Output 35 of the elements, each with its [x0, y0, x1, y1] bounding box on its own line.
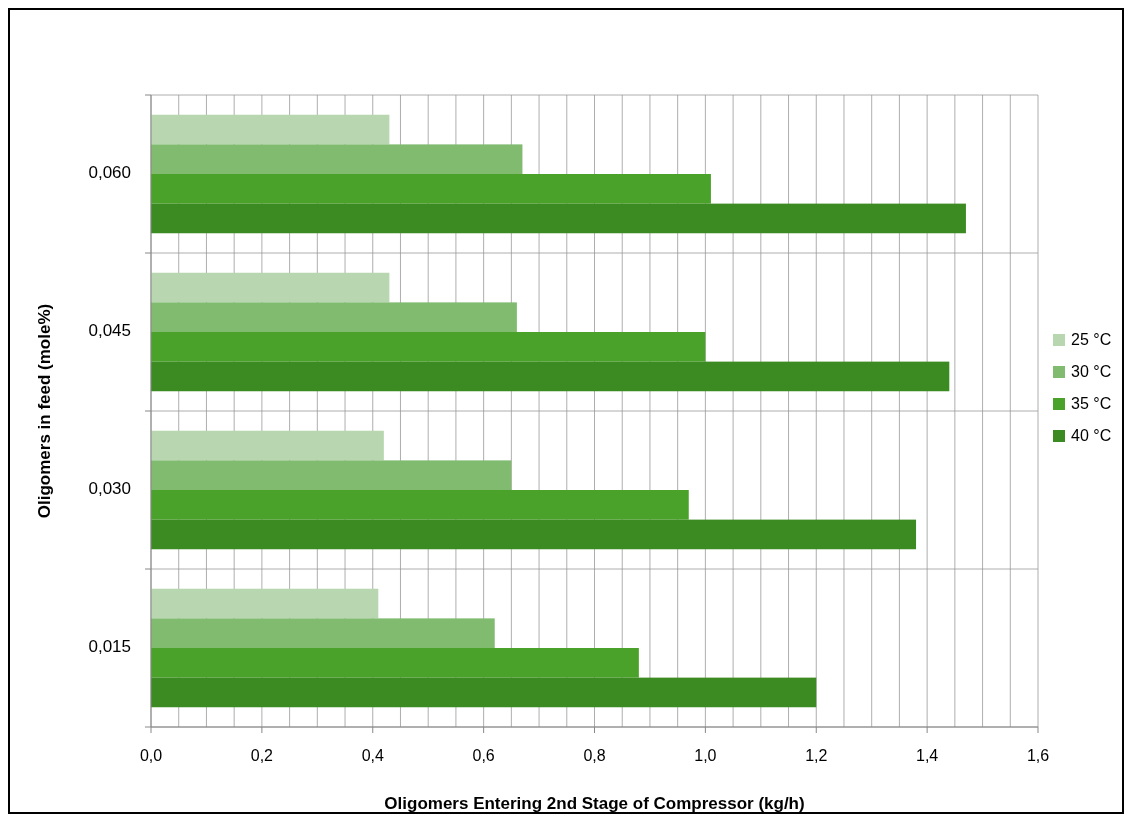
- x-tick-label: 1,4: [916, 747, 939, 764]
- bar: [151, 114, 390, 145]
- x-tick-label: 0,2: [250, 747, 274, 764]
- y-axis-title: Oligomers in feed (mole%): [35, 303, 54, 519]
- bar: [151, 460, 512, 490]
- x-axis-title: Oligomers Entering 2nd Stage of Compressor (kg/h): [384, 794, 805, 813]
- bar: [151, 144, 523, 174]
- bar: [151, 174, 711, 204]
- x-tick-label: 1,2: [805, 747, 828, 764]
- x-tick-label: 0,4: [361, 747, 384, 764]
- bar: [151, 430, 384, 461]
- legend-label: 40 °C: [1071, 427, 1112, 444]
- bar: [151, 203, 966, 234]
- bar: [151, 490, 689, 520]
- bar: [151, 272, 390, 303]
- y-tick-label: 0,030: [88, 479, 131, 499]
- bar: [151, 618, 495, 648]
- x-tick-label: 0,8: [583, 747, 606, 764]
- y-tick-label: 0,045: [88, 321, 131, 341]
- y-tick-label: 0,015: [88, 637, 131, 657]
- x-tick-label: 0,6: [472, 747, 495, 764]
- legend-label: 25 °C: [1071, 331, 1112, 348]
- x-tick-label: 1,6: [1026, 747, 1050, 764]
- x-tick-label: 1,0: [694, 747, 717, 764]
- bar: [151, 677, 817, 708]
- legend-label: 35 °C: [1071, 395, 1112, 412]
- bar: [151, 332, 706, 362]
- bar: [151, 588, 379, 619]
- bar: [151, 361, 950, 392]
- x-tick-label: 0,0: [139, 747, 163, 764]
- bar: [151, 519, 917, 550]
- y-tick-label: 0,060: [88, 163, 131, 183]
- bar: [151, 648, 639, 678]
- bar: [151, 302, 517, 332]
- legend-label: 30 °C: [1071, 363, 1112, 380]
